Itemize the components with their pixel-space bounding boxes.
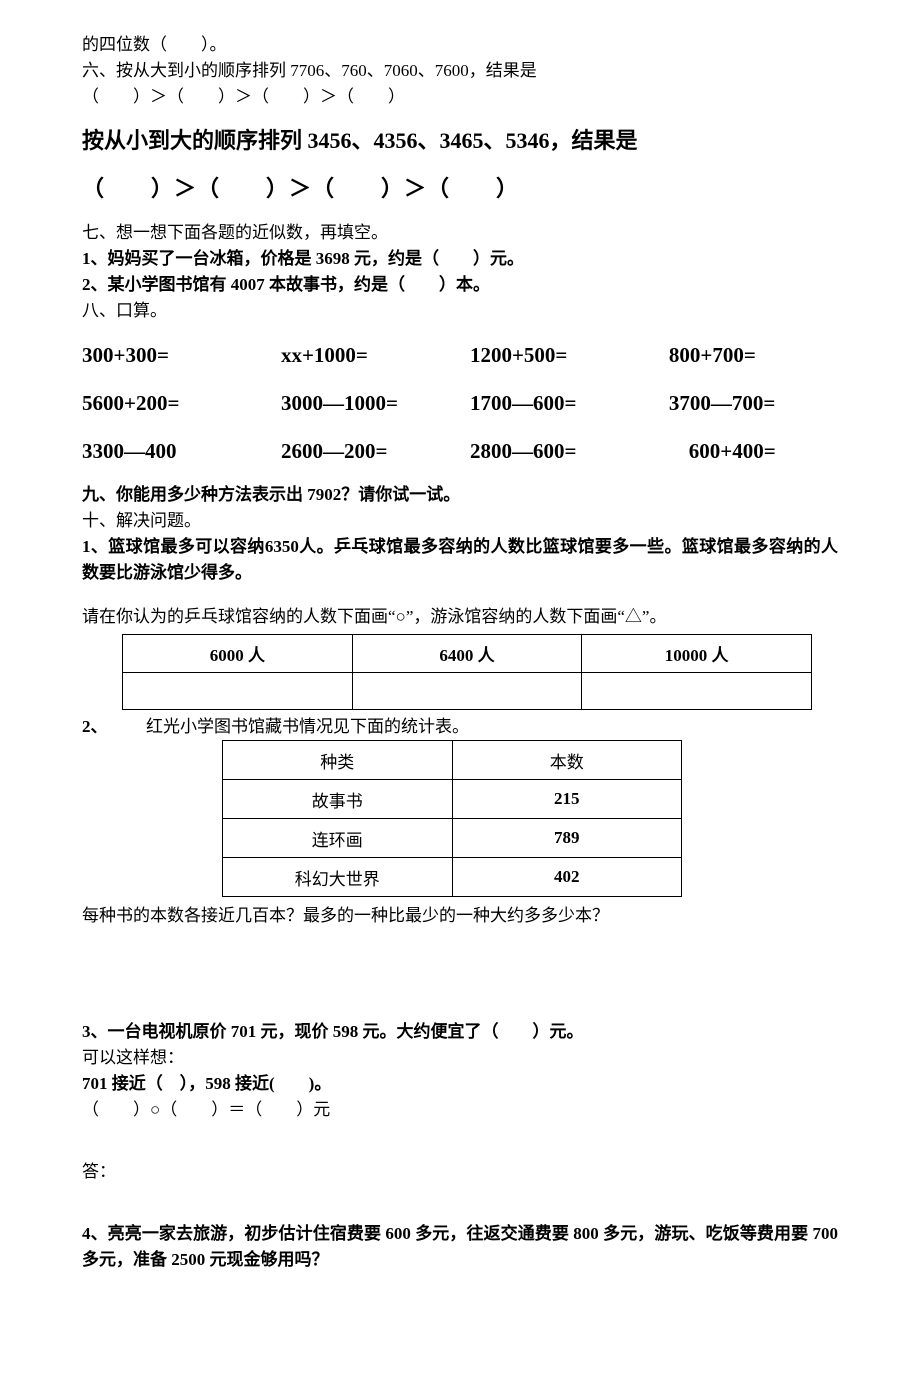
q10-2-question: 每种书的本数各接近几百本？最多的一种比最少的一种大约多多少本？ bbox=[82, 903, 838, 929]
calc-cell: 1700—600= bbox=[470, 386, 669, 420]
table-cell: 10000 人 bbox=[582, 635, 812, 673]
heading-order-asc: 按从小到大的顺序排列 3456、4356、3465、5346，结果是 bbox=[82, 124, 838, 158]
q10-4-text: 4、亮亮一家去旅游，初步估计住宿费要 600 多元，往返交通费要 800 多元，… bbox=[82, 1224, 838, 1269]
q7-1: 1、妈妈买了一台冰箱，价格是 3698 元，约是（ ）元。 bbox=[82, 246, 838, 272]
table-cell: 6400 人 bbox=[352, 635, 582, 673]
section-7: 七、想一想下面各题的近似数，再填空。 bbox=[82, 220, 838, 246]
section-10: 十、解决问题。 bbox=[82, 508, 838, 534]
calc-cell: xx+1000= bbox=[281, 338, 470, 372]
calc-row-1: 300+300= xx+1000= 1200+500= 800+700= bbox=[82, 338, 838, 372]
text-line: 六、按从大到小的顺序排列 7706、760、7060、7600，结果是 bbox=[82, 58, 838, 84]
q10-3-hint3: （ ）○（ ）＝（ ）元 bbox=[82, 1097, 838, 1123]
table-cell-text: 10000 人 bbox=[665, 646, 729, 665]
q10-4: 4、亮亮一家去旅游，初步估计住宿费要 600 多元，往返交通费要 800 多元，… bbox=[82, 1221, 838, 1273]
q10-2-text: 红光小学图书馆藏书情况见下面的统计表。 bbox=[146, 717, 469, 736]
table-cell: 6000 人 bbox=[123, 635, 353, 673]
q10-3: 3、一台电视机原价 701 元，现价 598 元。大约便宜了（ ）元。 bbox=[82, 1019, 838, 1045]
q10-3-hint2: 701 接近（ ），598 接近( )。 bbox=[82, 1071, 838, 1097]
table-cell-text: 789 bbox=[554, 828, 580, 847]
q10-2: 2、 红光小学图书馆藏书情况见下面的统计表。 bbox=[82, 714, 838, 740]
table-cell-empty bbox=[582, 673, 812, 710]
q7-1-text: 1、妈妈买了一台冰箱，价格是 3698 元，约是（ ）元。 bbox=[82, 249, 524, 268]
q7-2-text: 2、某小学图书馆有 4007 本故事书，约是（ ）本。 bbox=[82, 275, 490, 294]
answer-label: 答： bbox=[82, 1159, 838, 1185]
page: 的四位数（ ）。 六、按从大到小的顺序排列 7706、760、7060、7600… bbox=[0, 0, 920, 1395]
section-9-text: 九、你能用多少种方法表示出 7902？请你试一试。 bbox=[82, 485, 460, 504]
books-table: 种类 本数 故事书 215 连环画 789 科幻大世界 402 bbox=[222, 740, 682, 897]
q10-1-text: 1、篮球馆最多可以容纳6350人。乒乓球馆最多容纳的人数比篮球馆要多一些。篮球馆… bbox=[82, 537, 838, 582]
table-cell: 402 bbox=[452, 858, 682, 897]
spacer bbox=[82, 929, 838, 1019]
table-cell-text: 6400 人 bbox=[439, 646, 494, 665]
table-cell: 连环画 bbox=[223, 819, 453, 858]
text-line: 的四位数（ ）。 bbox=[82, 32, 838, 58]
table-cell: 故事书 bbox=[223, 780, 453, 819]
spacer bbox=[82, 586, 838, 604]
calc-cell: 3000—1000= bbox=[281, 386, 470, 420]
q10-3-text: 3、一台电视机原价 701 元，现价 598 元。大约便宜了（ ）元。 bbox=[82, 1022, 584, 1041]
calc-row-2: 5600+200= 3000—1000= 1700—600= 3700—700= bbox=[82, 386, 838, 420]
table-row: 故事书 215 bbox=[223, 780, 682, 819]
table-row: 6000 人 6400 人 10000 人 bbox=[123, 635, 812, 673]
table-cell: 215 bbox=[452, 780, 682, 819]
table-cell: 科幻大世界 bbox=[223, 858, 453, 897]
capacity-table: 6000 人 6400 人 10000 人 bbox=[122, 634, 812, 710]
table-cell-empty bbox=[352, 673, 582, 710]
calc-cell: 3300—400 bbox=[82, 434, 281, 468]
spacer bbox=[82, 1185, 838, 1221]
table-header: 种类 bbox=[223, 741, 453, 780]
calc-cell: 2600—200= bbox=[281, 434, 470, 468]
table-header: 本数 bbox=[452, 741, 682, 780]
section-9: 九、你能用多少种方法表示出 7902？请你试一试。 bbox=[82, 482, 838, 508]
calc-cell: 5600+200= bbox=[82, 386, 281, 420]
table-cell-text: 215 bbox=[554, 789, 580, 808]
calc-cell: 300+300= bbox=[82, 338, 281, 372]
section-8: 八、口算。 bbox=[82, 298, 838, 324]
q10-1: 1、篮球馆最多可以容纳6350人。乒乓球馆最多容纳的人数比篮球馆要多一些。篮球馆… bbox=[82, 534, 838, 586]
heading-blanks: （ ）＞（ ）＞（ ）＞（ ） bbox=[82, 172, 838, 206]
calc-cell: 600+400= bbox=[689, 434, 838, 468]
table-cell: 789 bbox=[452, 819, 682, 858]
calc-cell: 800+700= bbox=[669, 338, 838, 372]
q10-3-hint1: 可以这样想： bbox=[82, 1045, 838, 1071]
q7-2: 2、某小学图书馆有 4007 本故事书，约是（ ）本。 bbox=[82, 272, 838, 298]
text-line: （ ）＞（ ）＞（ ）＞（ ） bbox=[82, 84, 838, 110]
spacer bbox=[82, 1273, 838, 1335]
table-cell-text: 402 bbox=[554, 867, 580, 886]
spacer bbox=[82, 1123, 838, 1159]
table-row: 科幻大世界 402 bbox=[223, 858, 682, 897]
q10-2-num: 2、 bbox=[82, 717, 108, 736]
calc-cell: 3700—700= bbox=[669, 386, 838, 420]
table-row bbox=[123, 673, 812, 710]
table-row: 连环画 789 bbox=[223, 819, 682, 858]
table-cell-empty bbox=[123, 673, 353, 710]
q10-3-hint2-text: 701 接近（ ），598 接近( )。 bbox=[82, 1074, 331, 1093]
q10-1-instr: 请在你认为的乒乓球馆容纳的人数下面画“○”，游泳馆容纳的人数下面画“△”。 bbox=[82, 604, 838, 630]
table-row: 种类 本数 bbox=[223, 741, 682, 780]
calc-cell: 1200+500= bbox=[470, 338, 669, 372]
table-cell-text: 6000 人 bbox=[210, 646, 265, 665]
calc-row-3: 3300—400 2600—200= 2800—600= 600+400= bbox=[82, 434, 838, 468]
calc-cell: 2800—600= bbox=[470, 434, 689, 468]
